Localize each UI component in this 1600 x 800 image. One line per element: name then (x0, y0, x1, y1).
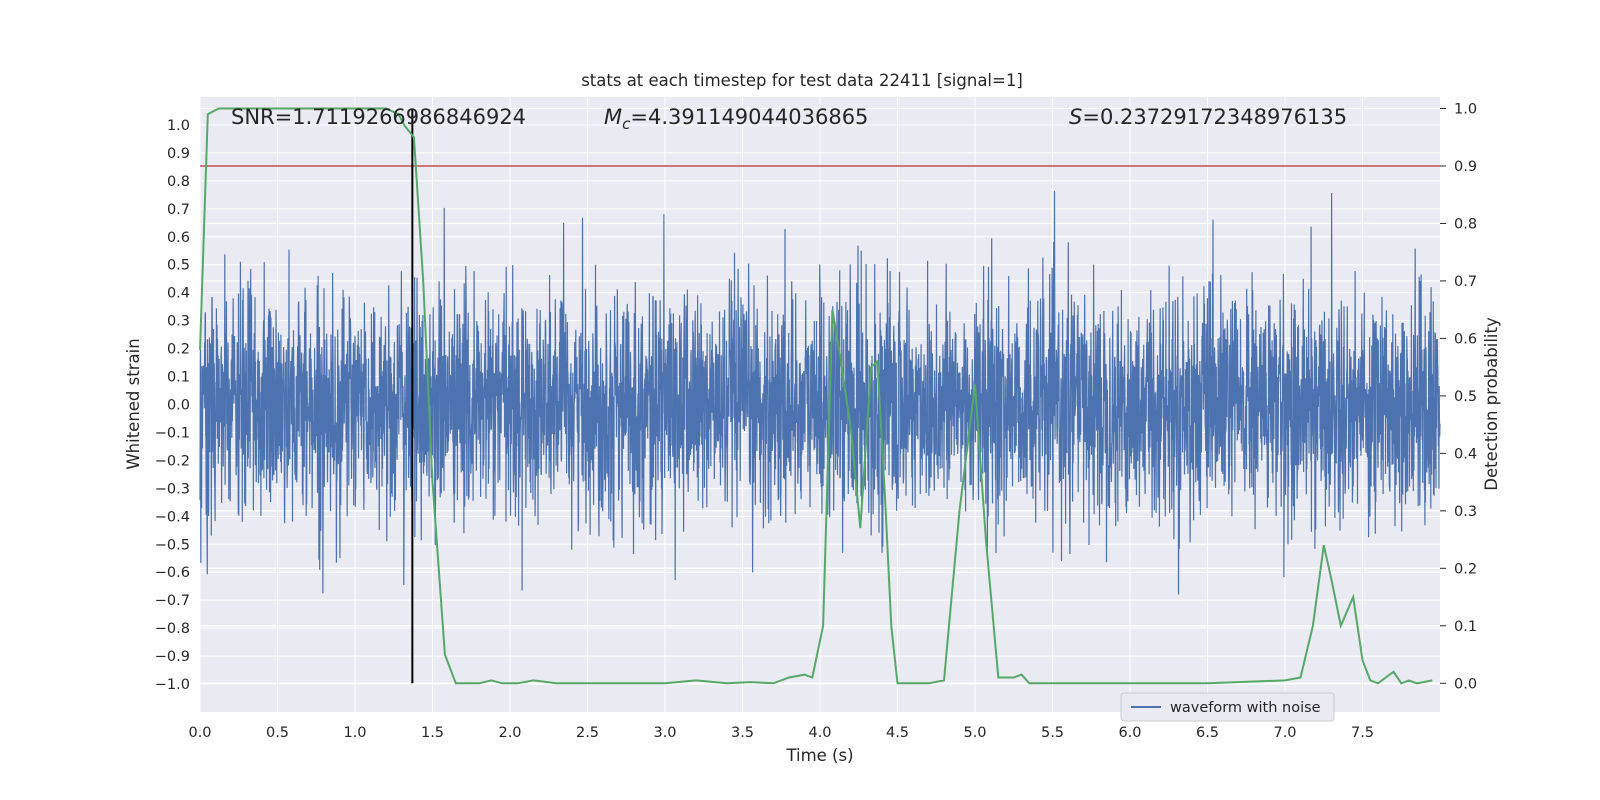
y-right-tick-label: 0.1 (1454, 619, 1477, 635)
y-tick-label: 0.5 (167, 258, 190, 274)
x-tick-label: 3.0 (653, 725, 676, 741)
y-tick-label: −0.1 (155, 425, 190, 441)
series-detection-probability (199, 107, 1433, 685)
y-tick-label: 0.4 (167, 286, 190, 302)
y-right-tick-label: 0.4 (1454, 446, 1477, 462)
s-value: =0.23729172348976135 (1082, 105, 1347, 129)
s-annotation: S=0.23729172348976135 (1069, 105, 1347, 129)
x-axis-label: Time (s) (785, 746, 853, 765)
y-tick-label: 0.7 (167, 202, 190, 218)
y-tick-label: 0.1 (167, 370, 190, 386)
y-right-tick-label: 0.2 (1454, 561, 1477, 577)
x-tick-label: 6.0 (1118, 725, 1141, 741)
x-tick-label: 0.0 (188, 725, 211, 741)
x-tick-label: 1.0 (343, 725, 366, 741)
waveform-trace (199, 190, 1441, 595)
x-tick-label: 5.0 (963, 725, 986, 741)
y-right-tick-label: 0.6 (1454, 331, 1477, 347)
x-tick-label: 7.0 (1273, 725, 1296, 741)
y-right-tick-label: 0.3 (1454, 504, 1477, 520)
y-tick-label: −0.7 (155, 593, 190, 609)
legend: waveform with noise (1120, 692, 1335, 722)
x-tick-label: 7.5 (1351, 725, 1374, 741)
y-tick-label: −0.2 (155, 453, 190, 469)
x-tick-label: 0.5 (266, 725, 289, 741)
x-tick-label: 1.5 (421, 725, 444, 741)
x-tick-label: 4.0 (808, 725, 831, 741)
y-right-tick-label: 0.0 (1454, 676, 1477, 692)
y-right-tick-label: 1.0 (1454, 101, 1477, 117)
y-tick-label: 0.8 (167, 174, 190, 190)
y-right-tick-label: 0.5 (1454, 389, 1477, 405)
y-right-tick-label: 0.8 (1454, 216, 1477, 232)
y-tick-label: −0.9 (155, 649, 190, 665)
x-axis-ticks: 0.0 0.5 1.0 1.5 2.0 2.5 3.0 3.5 4.0 4.5 5.0 5.5 6.0 6… (188, 725, 1374, 741)
y-axis-label: Whitened strain (124, 338, 143, 469)
y-tick-label: 0.0 (167, 398, 190, 414)
y-tick-label: 1.0 (167, 118, 190, 134)
chirp-mass-subscript: c (622, 115, 631, 133)
snr-annotation: SNR=1.7119266986846924 (231, 105, 526, 129)
y-right-tick-label: 0.7 (1454, 274, 1477, 290)
x-tick-label: 2.0 (498, 725, 521, 741)
y-tick-label: −0.4 (155, 509, 190, 525)
chart-title: stats at each timestep for test data 224… (581, 71, 1023, 90)
y-tick-label: −1.0 (155, 677, 190, 693)
legend-box (1120, 692, 1335, 722)
series-waveform-with-noise (199, 190, 1441, 595)
y-tick-label: −0.5 (155, 537, 190, 553)
y-right-tick-label: 0.9 (1454, 159, 1477, 175)
x-tick-label: 3.5 (731, 725, 754, 741)
y-tick-label: −0.3 (155, 481, 190, 497)
y-tick-label: 0.3 (167, 314, 190, 330)
y-axis-ticks: 1.0 0.9 0.8 0.7 0.6 0.5 0.4 0.3 0.2 0.1 0.0 −0.1 −0.… (155, 118, 190, 693)
y-tick-label: −0.6 (155, 565, 190, 581)
s-symbol: S (1069, 105, 1082, 129)
y-tick-label: −0.8 (155, 621, 190, 637)
y-tick-label: 0.6 (167, 230, 190, 246)
legend-label-waveform: waveform with noise (1170, 700, 1321, 716)
y-right-axis-label: Detection probability (1482, 317, 1501, 491)
chirp-mass-symbol: M (604, 105, 622, 129)
y-tick-label: 0.2 (167, 342, 190, 358)
x-tick-label: 2.5 (576, 725, 599, 741)
y-right-axis-ticks: 1.0 0.9 0.8 0.7 0.6 0.5 0.4 0.3 0.2 0.1 0.0 (1440, 101, 1477, 692)
x-tick-label: 6.5 (1196, 725, 1219, 741)
chirp-mass-value: =4.391149044036865 (630, 105, 868, 129)
x-tick-label: 4.5 (886, 725, 909, 741)
y-tick-label: 0.9 (167, 146, 190, 162)
chirp-mass-annotation: Mc=4.391149044036865 (604, 105, 868, 133)
x-tick-label: 5.5 (1041, 725, 1064, 741)
